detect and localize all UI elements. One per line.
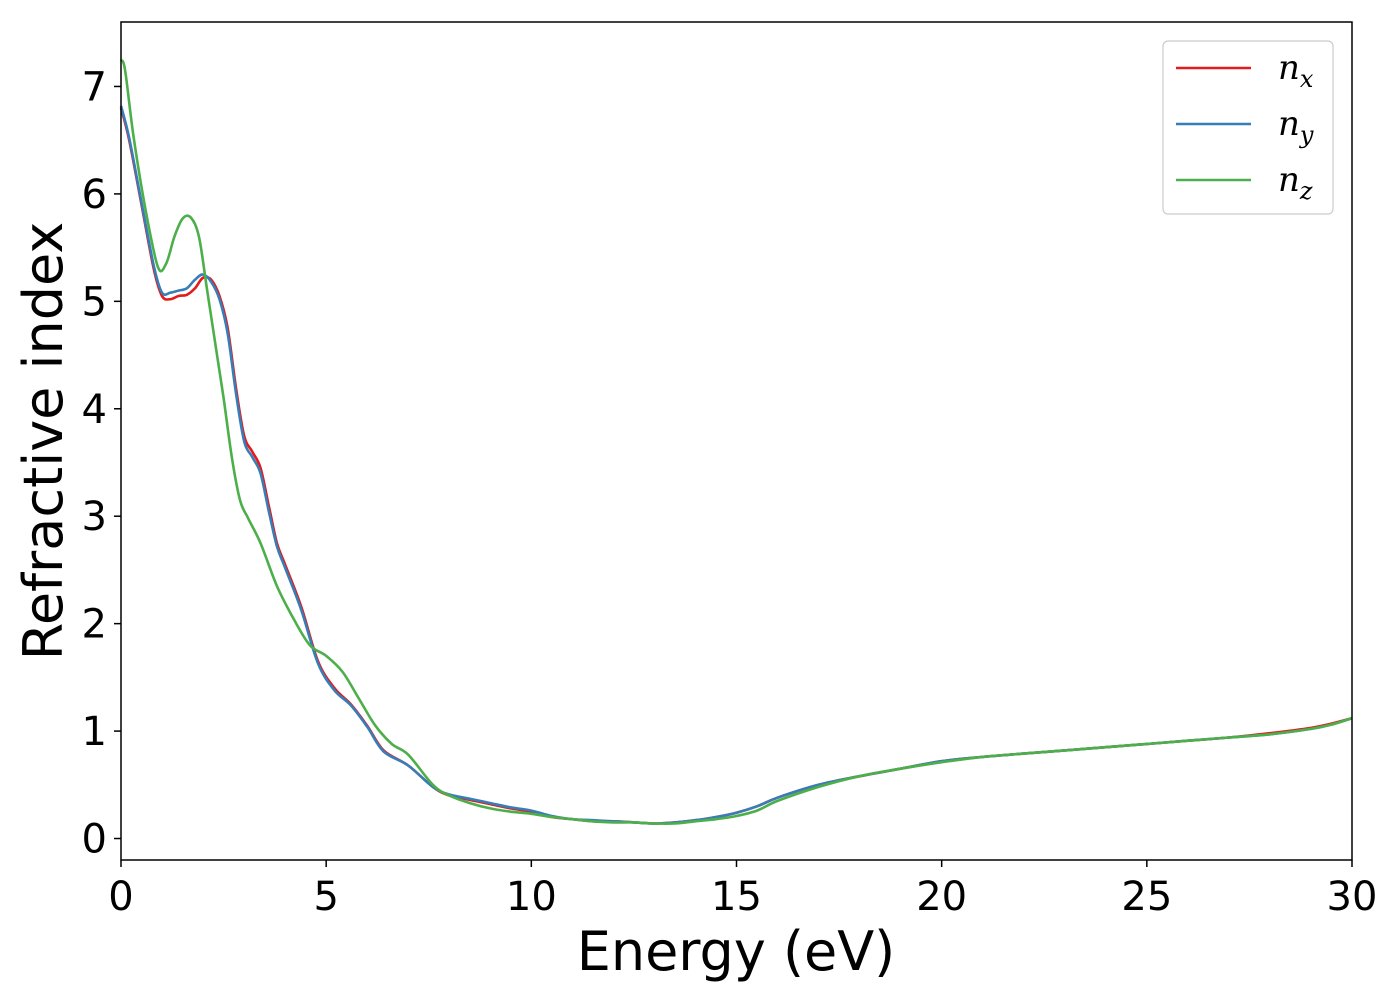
y-axis-label: Refractive index [12, 222, 75, 661]
y-tick-label: 0 [82, 817, 107, 863]
y-axis: 0 1 2 3 4 5 6 7 [82, 64, 121, 863]
x-tick-label: 0 [108, 874, 133, 920]
x-tick-label: 30 [1327, 874, 1378, 920]
legend-subscript: x [1300, 65, 1314, 93]
x-tick-label: 25 [1121, 874, 1172, 920]
y-tick-label: 7 [82, 64, 107, 110]
y-tick-label: 2 [82, 602, 107, 648]
x-tick-label: 20 [916, 874, 967, 920]
y-tick-label: 1 [82, 709, 107, 755]
series-layer [119, 58, 1353, 825]
legend-box [1162, 40, 1334, 215]
x-tick-label: 5 [313, 874, 338, 920]
y-tick-label: 6 [82, 172, 107, 218]
legend-subscript: z [1299, 177, 1313, 205]
x-tick-label: 15 [711, 874, 762, 920]
y-tick-label: 5 [82, 279, 107, 325]
x-axis: 0 5 10 15 20 25 30 [108, 860, 1377, 920]
series-line-n-z [119, 58, 1353, 825]
series-line-n-x [119, 107, 1353, 825]
y-tick-label: 4 [82, 387, 107, 433]
y-tick-label: 3 [82, 494, 107, 540]
legend-subscript: y [1299, 121, 1314, 149]
x-tick-label: 10 [506, 874, 557, 920]
x-axis-label: Energy (eV) [577, 920, 896, 983]
